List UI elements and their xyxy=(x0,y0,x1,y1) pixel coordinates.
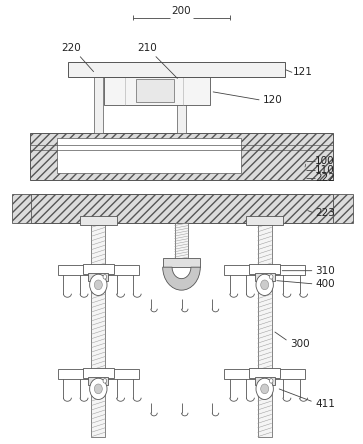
Bar xyxy=(258,223,272,436)
Bar xyxy=(136,79,174,103)
Bar xyxy=(58,266,139,275)
Text: 110: 110 xyxy=(315,165,335,175)
Bar xyxy=(177,76,186,134)
Circle shape xyxy=(103,275,107,279)
Bar xyxy=(83,368,114,378)
Text: 411: 411 xyxy=(315,399,335,409)
Bar xyxy=(94,76,103,134)
Bar xyxy=(333,194,353,223)
Circle shape xyxy=(94,280,102,290)
Text: 120: 120 xyxy=(263,95,283,105)
Circle shape xyxy=(269,275,273,279)
Bar xyxy=(30,134,333,180)
Circle shape xyxy=(94,384,102,394)
Bar xyxy=(79,216,117,225)
Text: 400: 400 xyxy=(315,279,335,289)
Bar xyxy=(68,62,285,77)
Circle shape xyxy=(90,378,107,400)
Bar xyxy=(175,223,188,260)
Bar xyxy=(224,266,305,275)
Bar xyxy=(249,264,280,274)
Bar xyxy=(254,377,275,385)
Text: 121: 121 xyxy=(293,67,313,77)
Bar xyxy=(91,223,105,436)
Bar xyxy=(163,258,200,267)
Bar xyxy=(254,274,275,281)
Text: 210: 210 xyxy=(137,43,157,53)
Circle shape xyxy=(261,280,269,290)
Wedge shape xyxy=(163,267,200,290)
Bar xyxy=(83,264,114,274)
Text: 200: 200 xyxy=(172,6,191,16)
Circle shape xyxy=(261,384,269,394)
Bar xyxy=(88,377,109,385)
Bar xyxy=(104,77,211,105)
Text: 222: 222 xyxy=(315,173,335,183)
Bar xyxy=(249,368,280,378)
Text: 100: 100 xyxy=(315,156,335,166)
Text: 220: 220 xyxy=(61,43,81,53)
Bar xyxy=(58,369,139,379)
Circle shape xyxy=(256,378,273,400)
Circle shape xyxy=(103,379,107,383)
Text: 223: 223 xyxy=(315,208,335,218)
Bar xyxy=(12,194,32,223)
Text: 310: 310 xyxy=(315,266,335,276)
Bar xyxy=(30,194,333,223)
Circle shape xyxy=(90,274,107,295)
Text: 300: 300 xyxy=(290,339,310,349)
Bar xyxy=(246,216,284,225)
Circle shape xyxy=(269,379,273,383)
Bar xyxy=(224,369,305,379)
Circle shape xyxy=(256,274,273,295)
Bar xyxy=(57,138,241,173)
Bar xyxy=(88,274,109,281)
